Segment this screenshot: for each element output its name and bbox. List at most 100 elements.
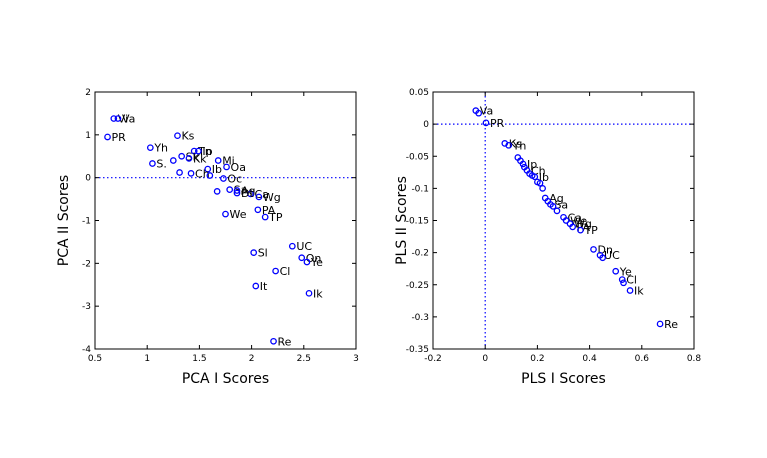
pls-y-tick-label: -0.35	[406, 345, 429, 355]
pca-data-point	[190, 147, 198, 155]
pca-data-point	[213, 188, 221, 195]
pls-point-label: Yh	[512, 139, 527, 152]
pca-data-point	[222, 210, 229, 218]
pca-data-point	[255, 193, 263, 201]
pca-point-label: Wg	[263, 191, 281, 204]
pca-y-tick-label: -1	[82, 217, 91, 227]
pca-point-label: Ib	[212, 163, 222, 176]
pca-data-point	[233, 189, 241, 197]
pca-point-label: Ye	[310, 256, 323, 269]
pls-data-point	[562, 217, 570, 224]
pca-y-tick-label: 1	[85, 131, 91, 141]
pca-point-label: Dt	[241, 187, 254, 200]
pca-point-label: Vi	[118, 113, 128, 126]
pca-data-point	[261, 213, 269, 221]
pca-scatter-panel: 0.5 1 1.5 2 2.5 3 2 1 0 -1 -2 -3 -4 PCA I Scores PCA I…	[56, 88, 359, 387]
pca-y-tick-label: 2	[85, 88, 91, 98]
pca-data-point	[270, 337, 277, 345]
pca-data-point	[288, 242, 296, 250]
pls-y-tick-label: -0.2	[411, 249, 429, 259]
pls-point-label: Ag	[549, 192, 564, 205]
pls-point-label: Ik	[634, 285, 644, 298]
pls-data-point	[531, 173, 539, 181]
pls-point-label: UC	[604, 249, 620, 262]
pca-data-point	[254, 206, 262, 214]
pls-y-tick-label: -0.15	[406, 217, 429, 227]
pls-point-label: Re	[664, 318, 678, 331]
pls-y-axis-label: PLS II Scores	[394, 176, 410, 265]
pls-x-tick-label: 0.4	[582, 354, 597, 364]
pls-point-label: PR	[490, 117, 505, 130]
pca-data-point	[146, 144, 154, 152]
pca-x-tick-label: 2	[249, 354, 255, 364]
pca-data-point	[110, 115, 118, 122]
pls-x-tick-label: -0.2	[424, 354, 442, 364]
pca-data-point	[220, 175, 227, 182]
pca-x-tick-label: 1.5	[192, 354, 206, 364]
pca-y-tick-label: -4	[82, 345, 91, 355]
pca-point-label: Re	[278, 335, 292, 348]
pca-point-label: S.	[156, 158, 166, 171]
pls-point-label: Ye	[619, 265, 632, 278]
pls-y-tick-label: -0.05	[406, 152, 429, 162]
pca-data-point	[204, 165, 212, 173]
pls-x-axis-label: PLS I Scores	[521, 371, 606, 387]
pca-y-tick-label: -3	[82, 302, 91, 312]
pca-point-label: Va	[122, 113, 135, 126]
pca-x-tick-label: 0.5	[88, 354, 102, 364]
pca-data-point	[272, 267, 279, 275]
pls-data-point	[519, 160, 527, 168]
pls-point-label: Va	[480, 105, 493, 118]
pca-point-label: It	[260, 280, 268, 293]
pls-point-label: PA	[577, 221, 591, 234]
pls-data-point	[599, 254, 607, 262]
pls-data-point	[539, 185, 546, 192]
pca-point-label: Oc	[227, 173, 242, 186]
pls-x-tick-label: 0.8	[687, 354, 702, 364]
pls-point-label: TP	[583, 224, 598, 237]
pca-point-label: PA	[262, 204, 276, 217]
pca-data-point	[252, 282, 260, 290]
pls-data-point	[549, 203, 557, 210]
pca-data-point	[174, 132, 181, 140]
pca-data-point	[305, 289, 313, 297]
pca-data-point	[195, 147, 202, 155]
pca-data-point	[187, 170, 195, 177]
pca-point-label: UC	[296, 240, 312, 253]
pca-point-label: TP	[268, 211, 283, 224]
pca-data-point	[298, 254, 306, 262]
pca-data-point	[149, 160, 156, 167]
pls-y-tick-label: 0	[423, 120, 429, 130]
pca-point-label: Yh	[153, 142, 168, 155]
pca-data-point	[178, 152, 186, 160]
pls-data-point	[536, 179, 544, 187]
pca-x-tick-label: 1	[144, 354, 150, 364]
pca-y-tick-label: 0	[85, 174, 91, 184]
pca-x-tick-label: 3	[353, 354, 359, 364]
pls-point-label: Cl	[626, 274, 637, 287]
pls-x-tick-label: 0.2	[530, 354, 544, 364]
pca-data-point	[206, 172, 214, 179]
pca-x-tick-label: 2.5	[297, 354, 311, 364]
pca-data-point	[226, 186, 234, 194]
pls-point-label: Sa	[554, 198, 568, 211]
pls-data-point	[656, 320, 664, 328]
pls-data-point	[482, 119, 490, 127]
pca-data-point	[233, 187, 241, 194]
pca-point-label: Ik	[313, 287, 323, 300]
pca-point-label: Kk	[193, 152, 207, 165]
pca-point-label: Ch	[195, 167, 210, 180]
pls-data-point	[620, 279, 627, 287]
pca-point-label: We	[230, 208, 247, 221]
pca-data-point	[169, 157, 177, 164]
pls-y-tick-label: -0.25	[406, 281, 429, 291]
pls-y-tick-label: -0.1	[411, 184, 429, 194]
pca-point-label: Ca	[255, 188, 269, 201]
pls-data-point	[612, 267, 620, 275]
pca-point-label: Ks	[181, 130, 194, 143]
pls-data-point	[618, 276, 626, 283]
pls-data-point	[475, 109, 483, 117]
pca-point-label: Sk	[186, 150, 200, 163]
